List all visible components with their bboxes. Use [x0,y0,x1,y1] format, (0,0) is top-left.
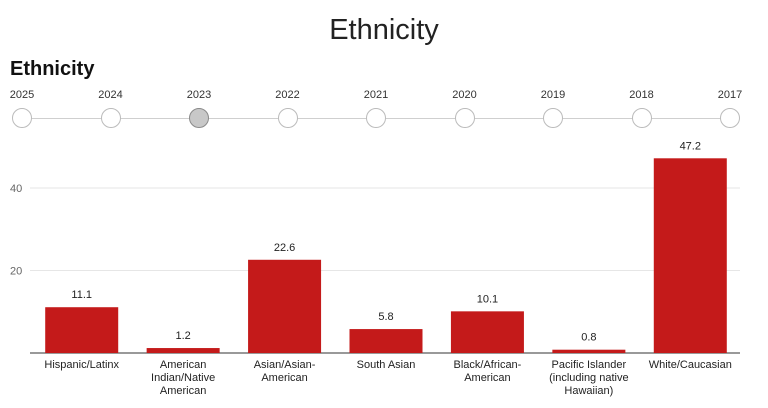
value-label-2: 22.6 [274,242,295,254]
category-label-0: Hispanic/Latinx [44,359,119,371]
bar-6[interactable] [653,158,727,353]
year-node-2022[interactable] [277,108,298,128]
bar-5[interactable] [552,349,626,353]
year-node-2018[interactable] [631,108,652,128]
bar-0[interactable] [45,307,119,353]
year-node-2024[interactable] [100,108,121,128]
value-label-0: 11.1 [71,289,92,301]
chart-title: Ethnicity [10,58,95,80]
year-label-2018: 2018 [629,89,654,101]
bar-2[interactable] [248,259,322,353]
category-label-2: Asian/Asian-American [254,359,316,384]
year-label-2024: 2024 [98,89,123,101]
year-node-2020[interactable] [454,108,475,128]
value-label-6: 47.2 [680,140,701,152]
year-label-2020: 2020 [452,89,477,101]
year-label-2021: 2021 [363,89,389,101]
value-label-5: 0.8 [581,332,596,344]
category-label-1: American Indian/Native American [151,359,215,397]
bar-4[interactable] [450,311,524,353]
bar-3[interactable] [349,329,423,353]
year-node-2017[interactable] [720,108,740,128]
year-label-2023: 2023 [186,89,212,101]
year-node-2023[interactable] [189,108,209,128]
year-timeline: 2025 2024 2023 2022 2021 2020 2019 2018 2017 [0,0,768,140]
category-label-5: Pacific Islander (including native Hawaiia… [549,359,629,397]
y-tick-label-20: 20 [10,266,22,278]
category-label-6: White/Caucasian [649,359,732,371]
value-label-1: 1.2 [175,330,190,342]
year-label-2025: 2025 [9,89,35,101]
year-label-2022: 2022 [275,89,300,101]
bar-1[interactable] [146,348,220,353]
category-label-3: South Asian [357,359,416,371]
y-tick-label-40: 40 [10,183,22,195]
year-node-2021[interactable] [366,108,386,128]
year-node-2025[interactable] [12,108,32,128]
year-label-2017: 2017 [717,89,743,101]
value-label-3: 5.8 [378,311,393,323]
page-title: Ethnicity [329,14,439,46]
category-label-4: Black/African-American [453,359,521,384]
year-label-2019: 2019 [540,89,566,101]
value-label-4: 10.1 [477,293,498,305]
year-node-2019[interactable] [543,108,563,128]
